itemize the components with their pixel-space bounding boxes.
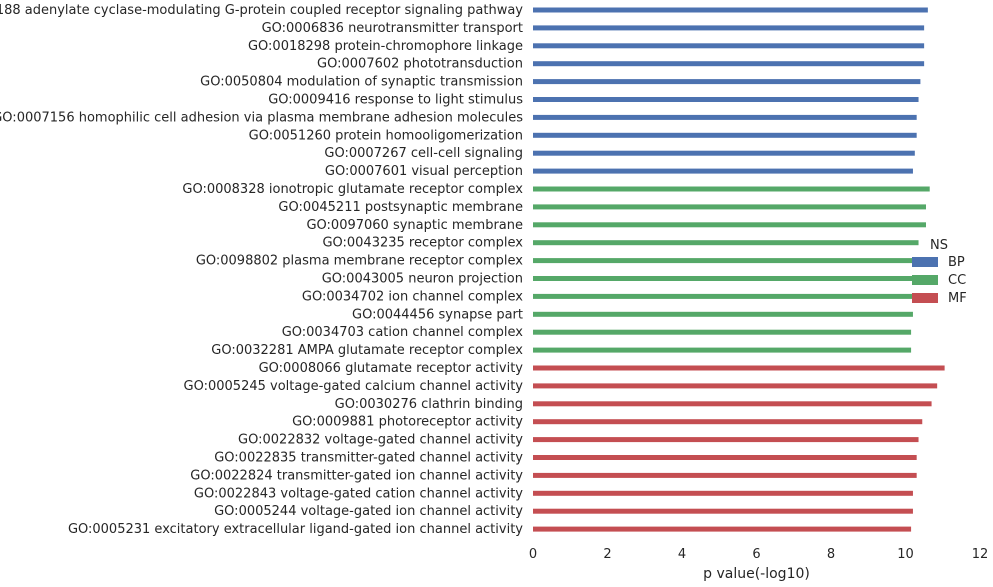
bar-bp	[533, 114, 917, 120]
x-tick-label: 6	[752, 547, 760, 562]
category-label: GO:0044456 synapse part	[352, 307, 523, 322]
bar-mf	[533, 383, 938, 389]
category-label: GO:0005231 excitatory extracellular liga…	[68, 522, 523, 537]
category-label: GO:0009416 response to light stimulus	[268, 93, 523, 108]
category-label: GO:0030276 clathrin binding	[335, 397, 523, 412]
category-label: GO:0009881 photoreceptor activity	[292, 415, 523, 430]
bar-bp	[533, 132, 917, 138]
category-label: GO:0005244 voltage-gated ion channel act…	[214, 504, 523, 519]
category-label: GO:0018298 protein-chromophore linkage	[248, 39, 523, 54]
bar-bp	[533, 25, 925, 31]
bar-cc	[533, 311, 913, 317]
category-label: GO:0022832 voltage-gated channel activit…	[238, 433, 523, 448]
bar-mf	[533, 526, 912, 532]
bar-bp	[533, 43, 925, 49]
bar-cc	[533, 329, 912, 335]
legend-swatch-bp	[912, 257, 938, 267]
bar-mf	[533, 437, 919, 443]
bar-mf	[533, 455, 917, 460]
bar-mf	[533, 401, 932, 407]
x-tick-label: 12	[972, 547, 989, 562]
category-label: GO:0097060 synaptic membrane	[306, 218, 523, 233]
category-label: GO:0007601 visual perception	[325, 164, 523, 179]
x-tick-label: 2	[603, 547, 611, 562]
bars-group	[533, 7, 945, 532]
category-label: GO:0043235 receptor complex	[322, 236, 523, 251]
category-label: GO:0007267 cell-cell signaling	[324, 146, 523, 161]
category-label: GO:0007188 adenylate cyclase-modulating …	[0, 3, 523, 18]
legend-label: BP	[948, 255, 965, 270]
category-label: GO:0007602 phototransduction	[317, 57, 523, 72]
bar-mf	[533, 365, 945, 371]
bar-cc	[533, 222, 926, 228]
bar-mf	[533, 490, 913, 496]
category-label: GO:0043005 neuron projection	[322, 272, 523, 287]
legend-swatch-cc	[912, 275, 938, 285]
category-label: GO:0007156 homophilic cell adhesion via …	[0, 110, 523, 125]
bar-bp	[533, 97, 919, 102]
bar-bp	[533, 168, 913, 174]
bar-mf	[533, 419, 923, 425]
x-tick-label: 8	[827, 547, 835, 562]
bar-mf	[533, 472, 917, 478]
legend: NS BP CC MF	[912, 238, 967, 306]
bar-cc	[533, 240, 919, 246]
bar-cc	[533, 186, 930, 192]
bar-mf	[533, 508, 913, 514]
category-label: GO:0050804 modulation of synaptic transm…	[200, 75, 523, 90]
legend-swatch-mf	[912, 293, 938, 303]
category-label: GO:0022843 voltage-gated cation channel …	[194, 486, 523, 501]
bar-cc	[533, 293, 915, 299]
x-tick-label: 10	[897, 547, 914, 562]
x-tick-label: 0	[529, 547, 537, 562]
category-label: GO:0034703 cation channel complex	[282, 325, 524, 340]
bar-bp	[533, 7, 928, 13]
bar-bp	[533, 79, 921, 85]
category-label: GO:0051260 protein homooligomerization	[249, 128, 523, 143]
category-label: GO:0022835 transmitter-gated channel act…	[214, 451, 523, 466]
category-label: GO:0032281 AMPA glutamate receptor compl…	[211, 343, 523, 358]
legend-title: NS	[930, 238, 948, 253]
bar-cc	[533, 204, 926, 210]
x-ticks-group: 0 2 4 6 8 10 12	[529, 547, 988, 562]
x-axis-label: p value(-log10)	[703, 566, 810, 582]
bar-bp	[533, 61, 925, 67]
category-label: GO:0098802 plasma membrane receptor comp…	[196, 254, 523, 269]
legend-label: MF	[948, 291, 967, 306]
bar-cc	[533, 347, 912, 353]
bar-cc	[533, 276, 917, 281]
legend-label: CC	[948, 273, 966, 288]
category-label: GO:0005245 voltage-gated calcium channel…	[184, 379, 524, 394]
x-tick-label: 4	[678, 547, 686, 562]
bar-cc	[533, 258, 917, 264]
category-label: GO:0008328 ionotropic glutamate receptor…	[182, 182, 523, 197]
category-label: GO:0034702 ion channel complex	[302, 289, 523, 304]
category-labels-group: GO:0007188 adenylate cyclase-modulating …	[0, 3, 523, 537]
category-label: GO:0022824 transmitter-gated ion channel…	[190, 468, 523, 483]
category-label: GO:0008066 glutamate receptor activity	[259, 361, 524, 376]
category-label: GO:0045211 postsynaptic membrane	[278, 200, 523, 215]
category-label: GO:0006836 neurotransmitter transport	[262, 21, 523, 36]
bar-bp	[533, 150, 915, 156]
